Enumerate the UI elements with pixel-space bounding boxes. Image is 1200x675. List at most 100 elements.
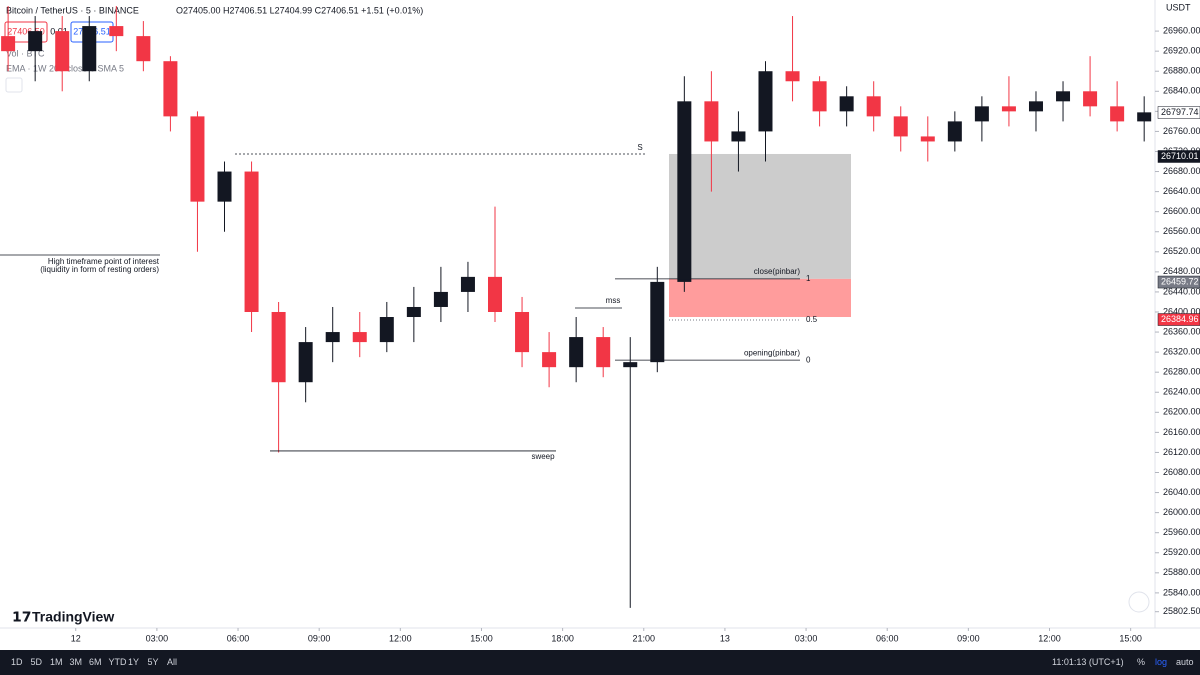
range-button[interactable]: 3M (69, 657, 83, 667)
candle-body (136, 36, 151, 62)
candle-body (1001, 106, 1016, 112)
candle-body (542, 352, 557, 368)
y-tick-label: 26680.00 (1163, 166, 1200, 176)
candle-body (596, 337, 611, 368)
x-tick-label: 06:00 (227, 633, 250, 643)
zone (669, 278, 851, 318)
x-tick-label: 12 (71, 633, 81, 643)
level-label: opening(pinbar) (744, 348, 800, 357)
logo: TradingView (32, 609, 114, 625)
auto-toggle[interactable]: auto (1176, 657, 1194, 667)
x-tick-label: 21:00 (633, 633, 656, 643)
candle-body (731, 131, 746, 142)
percent-toggle[interactable]: % (1137, 657, 1146, 667)
candle-body (379, 317, 394, 343)
x-tick-label: 03:00 (795, 633, 818, 643)
candle-body (785, 71, 800, 82)
price-tag (1157, 313, 1200, 326)
x-tick-label: 18:00 (551, 633, 574, 643)
candle-body (163, 61, 178, 117)
y-tick-label: 26400.00 (1163, 306, 1200, 316)
candle-body (352, 332, 367, 343)
note: (liquidity in form of resting orders) (40, 265, 159, 274)
y-tick-label: 26600.00 (1163, 206, 1200, 216)
symbol: Bitcoin / TetherUS · 5 · BINANCE (6, 5, 139, 15)
candle-body (1, 36, 16, 52)
candle-body (190, 116, 205, 202)
candle-body (623, 362, 638, 368)
x-tick-label: 12:00 (1038, 633, 1061, 643)
y-tick-label: 26840.00 (1163, 86, 1200, 96)
log-toggle[interactable]: log (1155, 657, 1168, 667)
y-tick-label: 26120.00 (1163, 447, 1200, 457)
y-tick-label: 26280.00 (1163, 367, 1200, 377)
candle-body (947, 121, 962, 142)
range-button[interactable]: YTD (108, 657, 127, 667)
candle-body (650, 281, 665, 363)
range-button[interactable]: 5Y (147, 657, 159, 667)
fib-label: 0 (806, 355, 811, 364)
candle-body (839, 96, 854, 112)
candle-body (893, 116, 908, 137)
level-label: mss (606, 296, 621, 305)
candle-body (812, 81, 827, 112)
range-button[interactable]: All (167, 657, 178, 667)
fib-label: 0.5 (806, 315, 818, 324)
range-button[interactable]: 1M (50, 657, 63, 667)
y-tick-label: 26240.00 (1163, 387, 1200, 397)
candle-body (271, 311, 286, 383)
x-tick-label: 13 (720, 633, 730, 643)
price-tag-label: 26710.01 (1161, 151, 1199, 161)
candle-body (82, 26, 97, 72)
y-tick-label: 26960.00 (1163, 25, 1200, 35)
y-tick-label: 26040.00 (1163, 487, 1200, 497)
collapse-button[interactable] (5, 77, 23, 93)
y-tick-label: 25840.00 (1163, 587, 1200, 597)
y-tick-label: 26440.00 (1163, 286, 1200, 296)
candle-body (217, 171, 232, 202)
candle-body (325, 332, 340, 343)
candle-body (433, 291, 448, 307)
y-tick-label: 26880.00 (1163, 66, 1200, 76)
candle-body (569, 337, 584, 368)
x-tick-label: 03:00 (146, 633, 169, 643)
candle-body (974, 106, 989, 122)
candle-body (298, 342, 313, 383)
y-tick-label: 26480.00 (1163, 266, 1200, 276)
scroll-button[interactable] (1128, 591, 1150, 613)
level-label: S (637, 143, 642, 152)
price-tag (1157, 106, 1200, 119)
y-tick-label: 26080.00 (1163, 467, 1200, 477)
vol-indicator: Vol · BTC (6, 48, 45, 58)
x-tick-label: 06:00 (876, 633, 899, 643)
y-tick-label: 26920.00 (1163, 46, 1200, 56)
y-tick-label: 26560.00 (1163, 226, 1200, 236)
candle-body (704, 101, 719, 142)
y-tick-label: 26760.00 (1163, 126, 1200, 136)
range-button[interactable]: 1D (11, 657, 23, 667)
x-tick-label: 15:00 (1119, 633, 1142, 643)
range-button[interactable]: 5D (30, 657, 43, 667)
candle-body (460, 276, 475, 292)
candle-body (488, 276, 502, 312)
sell-price[interactable]: 27406.50 (7, 26, 45, 36)
x-tick-label: 15:00 (470, 633, 493, 643)
zone (669, 153, 851, 279)
range-button[interactable]: 1Y (128, 657, 140, 667)
range-button[interactable]: 6M (89, 657, 102, 667)
y-tick-label: 25920.00 (1163, 547, 1200, 557)
y-tick-label: 26640.00 (1163, 186, 1200, 196)
y-tick-label: 26360.00 (1163, 326, 1200, 336)
note: High timeframe point of interest (48, 257, 160, 266)
x-tick-label: 12:00 (389, 633, 412, 643)
candle-body (758, 71, 773, 132)
price-tag-label: 26384.96 (1161, 314, 1199, 324)
candle-body (28, 31, 43, 52)
candle-body (109, 26, 124, 37)
chart: Bitcoin / TetherUS · 5 · BINANCE O27405.… (0, 0, 1200, 643)
y-tick-label: 26320.00 (1163, 346, 1200, 356)
currency[interactable]: USDT (1166, 2, 1191, 12)
candle-body (515, 311, 530, 353)
candle-body (920, 136, 935, 142)
